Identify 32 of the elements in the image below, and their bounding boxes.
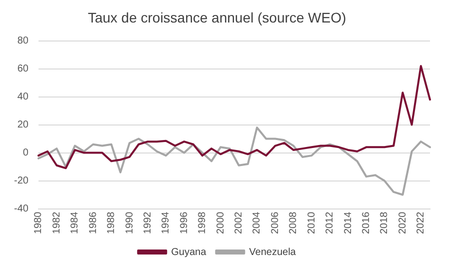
y-tick-label: 60 <box>17 64 29 75</box>
x-tick-label: 1988 <box>106 211 118 234</box>
x-tick-label: 1996 <box>178 211 190 234</box>
x-tick-label: 2022 <box>416 211 427 234</box>
legend-label: Guyana <box>171 246 207 258</box>
chart-title: Taux de croissance annuel (source WEO) <box>88 9 346 26</box>
y-tick-label: 0 <box>22 148 29 159</box>
x-tick-label: 2020 <box>397 211 408 234</box>
x-tick-label: 1990 <box>124 211 136 234</box>
x-tick-label: 1982 <box>51 211 62 234</box>
y-tick-label: -40 <box>14 204 29 215</box>
x-tick-label: 2010 <box>306 211 318 234</box>
x-tick-label: 1984 <box>70 211 81 234</box>
x-tick-label: 2002 <box>234 211 245 234</box>
x-tick-label: 1986 <box>88 211 99 234</box>
x-tick-label: 2014 <box>342 211 354 234</box>
x-tick-label: 2004 <box>252 211 263 234</box>
x-tick-label: 1992 <box>142 211 154 234</box>
x-tick-label: 1998 <box>197 211 208 234</box>
x-tick-label: 2012 <box>324 211 336 234</box>
x-tick-label: 1980 <box>33 211 44 234</box>
x-tick-label: 2000 <box>215 211 226 234</box>
y-tick-label: 20 <box>17 120 29 131</box>
x-tick-label: 2006 <box>270 211 281 234</box>
legend-label: Venezuela <box>249 246 296 258</box>
x-tick-label: 1994 <box>160 211 172 234</box>
y-tick-label: 40 <box>17 92 29 103</box>
x-tick-label: 2016 <box>361 211 372 234</box>
x-tick-label: 2018 <box>379 211 390 234</box>
y-tick-label: -20 <box>14 176 29 187</box>
x-tick-label: 2008 <box>288 211 300 234</box>
y-tick-label: 80 <box>17 36 29 47</box>
